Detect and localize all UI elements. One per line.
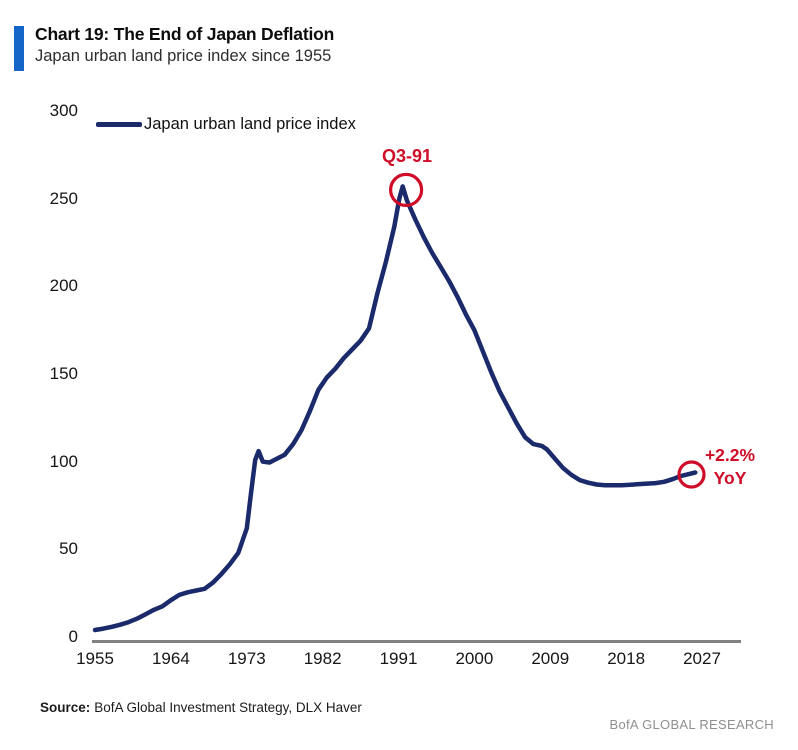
- chart-title: Chart 19: The End of Japan Deflation: [35, 24, 335, 44]
- source-label: Source:: [40, 700, 91, 715]
- y-tick-label: 300: [49, 101, 78, 120]
- peak-annotation-label: Q3-91: [381, 146, 433, 166]
- source-text: BofA Global Investment Strategy, DLX Hav…: [94, 700, 362, 715]
- y-tick-label: 100: [49, 451, 78, 471]
- legend: Japan urban land price index: [96, 114, 356, 134]
- y-tick-label: 150: [49, 364, 78, 383]
- bofa-branding: BofA GLOBAL RESEARCH: [609, 717, 774, 732]
- price-index-line: [92, 184, 698, 633]
- y-tick-label: 50: [59, 539, 78, 559]
- title-accent-bar: [14, 26, 24, 71]
- peak-marker-circle: [389, 172, 424, 207]
- latest-annotation-pct: +2.2%: [704, 445, 756, 465]
- x-tick-label: 1973: [227, 649, 266, 668]
- y-tick-label: 0: [68, 627, 78, 646]
- latest-annotation-yoy: YoY: [713, 468, 747, 488]
- x-tick-label: 2000: [455, 649, 494, 668]
- x-tick-label: 2027: [683, 649, 721, 668]
- legend-line-swatch: [96, 121, 142, 127]
- x-tick-label: 2018: [607, 649, 646, 668]
- chart-subtitle: Japan urban land price index since 1955: [35, 47, 332, 65]
- y-tick-label: 250: [49, 188, 78, 208]
- x-tick-label: 2009: [531, 649, 570, 668]
- source-note: Source: BofA Global Investment Strategy, …: [40, 700, 362, 715]
- latest-marker-circle: [677, 460, 706, 489]
- x-tick-label: 1964: [151, 649, 190, 668]
- x-tick-label: 1982: [303, 649, 342, 668]
- x-tick-label: 1991: [379, 649, 418, 668]
- y-tick-label: 200: [49, 276, 78, 296]
- latest-annotation-label: +2.2% YoY: [695, 444, 765, 490]
- x-tick-label: 1955: [76, 649, 114, 668]
- legend-label: Japan urban land price index: [144, 114, 356, 133]
